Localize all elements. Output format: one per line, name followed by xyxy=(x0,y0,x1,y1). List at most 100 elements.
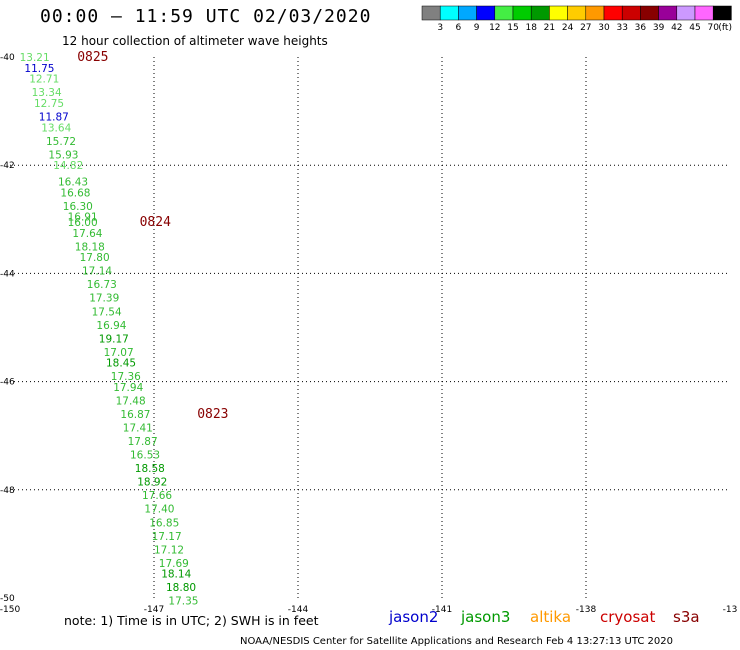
swh-value-label: 17.12 xyxy=(154,544,184,556)
swh-value-label: 16.30 xyxy=(63,201,93,213)
swh-value-label: 17.69 xyxy=(159,558,189,570)
legend-tick-label: 3 xyxy=(437,23,443,33)
swh-value-label: 15.72 xyxy=(46,136,76,148)
swh-value-label: 16.43 xyxy=(58,176,88,188)
footer-credit: NOAA/NESDIS Center for Satellite Applica… xyxy=(240,636,673,647)
satellite-s3a: s3a xyxy=(673,608,700,626)
legend-color-swatch xyxy=(585,5,605,21)
legend-color-swatch xyxy=(549,5,568,21)
swh-value-label: 13.21 xyxy=(20,52,50,64)
swh-value-label: 16.68 xyxy=(60,187,90,199)
legend-color-swatch xyxy=(421,5,441,21)
legend-color-swatch xyxy=(512,5,532,21)
swh-value-label: 18.14 xyxy=(161,569,191,581)
chart-title: 00:00 – 11:59 UTC 02/03/2020 xyxy=(40,6,372,27)
swh-value-label: 17.36 xyxy=(111,371,141,383)
swh-value-label: 16.00 xyxy=(68,217,98,229)
legend-tick-label: 9 xyxy=(474,23,480,33)
swh-value-label: 16.73 xyxy=(87,279,117,291)
swh-value-label: 12.71 xyxy=(29,74,59,86)
swh-value-label: 17.35 xyxy=(168,596,198,608)
swh-value-label: 18.80 xyxy=(166,582,196,594)
swh-value-label: 11.87 xyxy=(39,112,69,124)
swh-value-label: 16.91 xyxy=(68,212,98,224)
legend-tick-label: 15 xyxy=(507,23,518,33)
swh-value-label: 11.75 xyxy=(24,63,54,75)
chart-subtitle: 12 hour collection of altimeter wave hei… xyxy=(62,34,328,48)
swh-value-label: 13.34 xyxy=(32,87,62,99)
swh-value-label: 17.54 xyxy=(92,306,122,318)
swh-value-label: 13.64 xyxy=(41,122,71,134)
legend-tick-label: 24 xyxy=(562,23,574,33)
y-tick-label: -42 xyxy=(0,161,15,171)
legend-color-swatch xyxy=(476,5,496,21)
swh-value-label: 17.39 xyxy=(89,293,119,305)
legend-tick-label: 21 xyxy=(544,23,555,33)
satellite-jason3: jason3 xyxy=(461,608,511,626)
swh-value-label: 19.17 xyxy=(99,333,129,345)
legend-color-swatch xyxy=(603,5,623,21)
swh-value-label: 18.92 xyxy=(137,477,167,489)
y-tick-label: -50 xyxy=(0,594,15,604)
legend-color-swatch xyxy=(494,5,514,21)
time-label: 0825 xyxy=(77,50,108,65)
satellite-altika: altika xyxy=(530,608,572,626)
legend-color-swatch xyxy=(676,5,696,21)
x-tick-label: -144 xyxy=(288,605,309,615)
y-tick-label: -46 xyxy=(0,378,15,388)
swh-value-label: 16.87 xyxy=(120,409,150,421)
swh-value-label: 17.64 xyxy=(72,228,102,240)
legend-tick-label: 30 xyxy=(598,23,610,33)
y-tick-label: -44 xyxy=(0,269,15,279)
legend-tick-label: 36 xyxy=(635,23,647,33)
y-tick-label: -48 xyxy=(0,486,15,496)
legend-color-swatch xyxy=(712,5,732,21)
legend-tick-label: 12 xyxy=(489,23,500,33)
swh-value-label: 18.18 xyxy=(75,241,105,253)
x-tick-label: -147 xyxy=(144,605,164,615)
legend-color-swatch xyxy=(658,5,678,21)
satellite-jason2: jason2 xyxy=(389,608,439,626)
swh-value-label: 18.45 xyxy=(106,358,136,370)
legend-tick-label: 45 xyxy=(689,23,700,33)
legend-tick-label: 6 xyxy=(456,23,462,33)
swh-value-label: 16.94 xyxy=(96,320,126,332)
swh-value-label: 17.40 xyxy=(144,504,174,516)
x-tick-label: -150 xyxy=(0,605,20,615)
x-tick-label: -138 xyxy=(576,605,597,615)
swh-value-label: 17.48 xyxy=(116,396,146,408)
legend-unit-label: (ft) xyxy=(718,23,732,33)
legend-color-swatch xyxy=(640,5,659,21)
swh-value-label: 15.93 xyxy=(48,149,78,161)
swh-value-label: 16.85 xyxy=(149,517,179,529)
legend-color-swatch xyxy=(530,5,550,21)
satellite-cryosat: cryosat xyxy=(600,608,656,626)
legend-color-swatch xyxy=(439,5,459,21)
legend-color-swatch xyxy=(694,5,714,21)
x-tick-label: -141 xyxy=(432,605,452,615)
swh-value-label: 17.17 xyxy=(152,531,182,543)
y-tick-label: -40 xyxy=(0,53,15,63)
legend-color-swatch xyxy=(621,5,641,21)
legend-color-swatch xyxy=(458,5,477,21)
legend-tick-label: 39 xyxy=(653,23,665,33)
swh-value-label: 17.94 xyxy=(113,382,143,394)
time-label: 0824 xyxy=(140,215,171,230)
legend-tick-label: 42 xyxy=(671,23,682,33)
swh-value-label: 12.75 xyxy=(34,98,64,110)
swh-value-label: 17.66 xyxy=(142,490,172,502)
swh-value-label: 14.82 xyxy=(53,160,83,172)
legend-tick-label: 33 xyxy=(616,23,627,33)
swh-value-label: 17.41 xyxy=(123,423,153,435)
legend-tick-label: 70 xyxy=(707,23,719,33)
swh-value-label: 17.14 xyxy=(82,266,112,278)
legend-color-swatch xyxy=(567,5,587,21)
swh-value-label: 17.07 xyxy=(104,347,134,359)
time-label: 0823 xyxy=(197,407,228,422)
swh-value-label: 18.58 xyxy=(135,463,165,475)
swh-value-label: 17.87 xyxy=(128,436,158,448)
swh-value-label: 17.80 xyxy=(80,252,110,264)
swh-value-label: 16.53 xyxy=(130,450,160,462)
footer-note: note: 1) Time is in UTC; 2) SWH is in fe… xyxy=(64,613,319,628)
